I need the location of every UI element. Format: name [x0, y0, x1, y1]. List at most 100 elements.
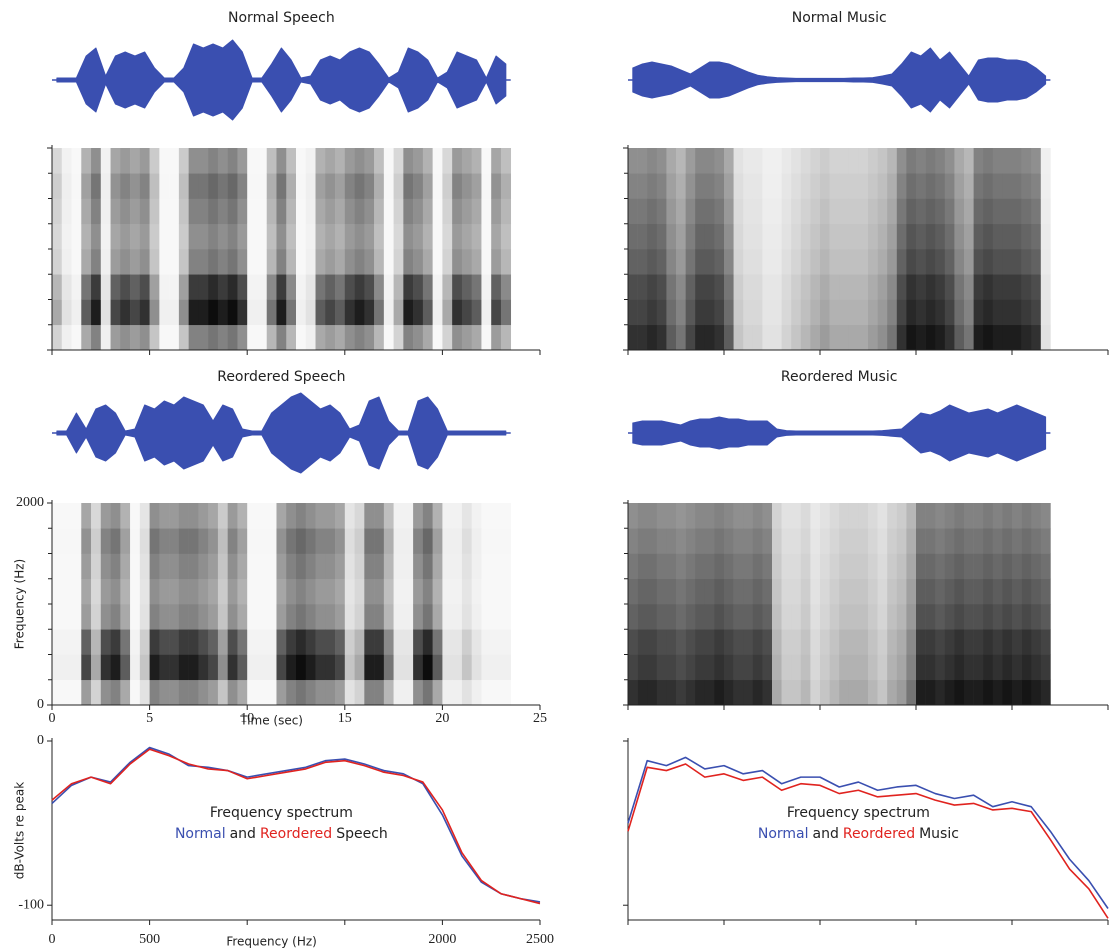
spectrogram-cell	[983, 173, 994, 199]
spectrogram-cell	[647, 503, 658, 529]
spectrogram-cell	[877, 299, 888, 326]
spectrogram-cell	[906, 324, 917, 351]
spectrogram-cell	[393, 274, 404, 300]
spectrogram-cell	[695, 679, 706, 706]
spectrogram-cell	[829, 223, 840, 250]
spectrogram-cell	[188, 324, 199, 351]
spectrogram-cell	[848, 578, 859, 605]
spectrogram-cell	[169, 249, 180, 275]
spectrogram-cell	[820, 503, 830, 529]
spectrogram-cell	[266, 274, 277, 300]
spectrogram-cell	[868, 173, 878, 199]
spectrogram-cell	[685, 223, 696, 250]
spectrogram-cell	[413, 553, 424, 580]
spectrogram-cell	[752, 679, 763, 706]
spectrogram-cell	[647, 679, 658, 706]
spectrogram-cell	[71, 629, 82, 655]
spectrogram-cell	[877, 249, 888, 275]
spectrogram-cell	[266, 324, 277, 351]
spectrogram-cell	[52, 173, 63, 199]
spectrogram-cell	[839, 528, 850, 554]
spectrogram-cell	[925, 528, 936, 554]
spectrogram-cell	[791, 679, 802, 706]
caption-word: and	[230, 826, 256, 842]
spectrogram-cell	[481, 148, 492, 174]
spectrogram-cell	[169, 503, 180, 529]
spectrogram-cell	[964, 324, 974, 351]
spectrogram-cell	[296, 249, 307, 275]
spectrogram-cell	[704, 198, 715, 225]
spectrogram-cell	[935, 654, 946, 681]
spectrogram-cell	[198, 299, 209, 326]
spectrogram-cell	[628, 198, 638, 225]
spectrogram-cell	[481, 528, 492, 554]
spectrogram-cell	[81, 553, 92, 580]
spectrogram-cell	[52, 503, 63, 529]
spectrogram-cell	[685, 654, 696, 681]
spectrogram-cell	[848, 274, 859, 300]
spectrogram-cell	[120, 198, 131, 225]
spectrogram-cell	[743, 553, 754, 580]
spectrogram-cell	[159, 629, 170, 655]
spectrogram-cell	[839, 604, 850, 630]
spectrogram-cell	[877, 274, 888, 300]
spectrogram-cell	[628, 274, 638, 300]
spectrogram-cell	[256, 198, 268, 225]
spectrogram-cell	[964, 148, 974, 174]
spectrogram-cell	[992, 274, 1003, 300]
spectrogram-cell	[666, 274, 677, 300]
spectrogram-cell	[800, 604, 811, 630]
spectrogram-cell	[159, 578, 170, 605]
spectrogram-cell	[820, 173, 830, 199]
spectrogram-cell	[432, 173, 443, 199]
spectrogram-cell	[227, 173, 238, 199]
spectrogram-cell	[791, 654, 802, 681]
spectrogram-cell	[714, 173, 725, 199]
spectrogram-cell	[935, 503, 946, 529]
spectrogram-cell	[198, 654, 209, 681]
spectrogram-cell	[91, 249, 102, 275]
spectrogram-cell	[820, 578, 830, 605]
spectrogram-cell	[422, 604, 433, 630]
spectrogram-cell	[983, 679, 994, 706]
spectrogram-cell	[422, 679, 433, 706]
spectrogram-cell	[139, 148, 150, 174]
spectrogram-cell	[1031, 249, 1042, 275]
spectrogram-cell	[695, 299, 706, 326]
spectrogram-cell	[159, 299, 170, 326]
spectrogram-cell	[286, 173, 297, 199]
spectrogram-cell	[452, 223, 463, 250]
spectrogram-cell	[491, 148, 502, 174]
spectrogram-cell	[935, 553, 946, 580]
spectrogram-cell	[858, 604, 869, 630]
spectrogram-cell	[422, 578, 433, 605]
spectrogram-cell	[1012, 629, 1022, 655]
spectrogram-cell	[762, 299, 773, 326]
spectrogram-cell	[344, 148, 355, 174]
spectrogram-cell	[772, 528, 782, 554]
spectrogram-cell	[276, 148, 287, 174]
spectrogram-cell	[839, 148, 850, 174]
spectrogram-cell	[647, 604, 658, 630]
spectrogram-cell	[91, 299, 102, 326]
spectrogram-cell	[52, 198, 63, 225]
spectrogram-cell	[286, 148, 297, 174]
spectrogram-cell	[983, 148, 994, 174]
spectrogram-cell	[500, 148, 512, 174]
spectrogram-cell	[800, 553, 811, 580]
spectrogram-cell	[1040, 324, 1051, 351]
spectrogram-cell	[896, 578, 907, 605]
spectrogram-cell	[800, 503, 811, 529]
spectrogram-cell	[169, 679, 180, 706]
spectrogram-cell	[724, 528, 734, 554]
spectrogram-cell	[178, 173, 189, 199]
spectrogram-cell	[1012, 299, 1022, 326]
spectrogram-cell	[992, 198, 1003, 225]
spectrogram-cell	[130, 503, 141, 529]
spectrogram-cell	[208, 198, 219, 225]
spectrogram-cell	[992, 148, 1003, 174]
spectrogram-cell	[1021, 679, 1032, 706]
spectrogram-cell	[1021, 299, 1032, 326]
spectrogram-cell	[461, 553, 472, 580]
spectrogram-cell	[188, 629, 199, 655]
